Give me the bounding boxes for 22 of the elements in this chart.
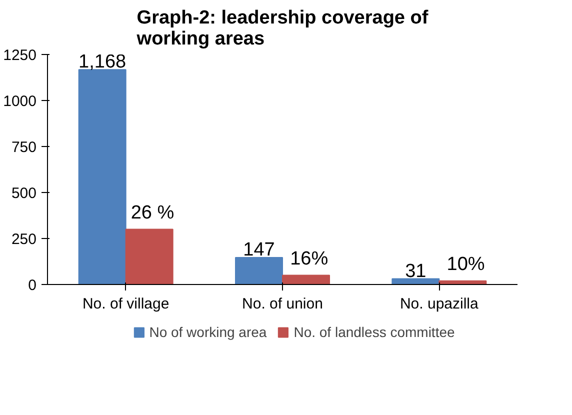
bar (235, 256, 283, 284)
annotation: 26 % (130, 202, 174, 224)
bar (125, 228, 174, 284)
y-tick-label: 1250 (3, 47, 37, 64)
y-tick-label: 0 (28, 277, 36, 294)
x-tick-label: No. of union (242, 296, 323, 312)
annotation: 10% (446, 254, 485, 275)
y-tick-label: 1000 (3, 93, 37, 110)
data-label: 147 (243, 239, 275, 260)
legend-label: No. of landless committee (294, 324, 455, 340)
data-label: 31 (405, 260, 426, 282)
y-tick-label: 500 (11, 185, 37, 202)
y-tick-label: 750 (11, 139, 37, 156)
x-tick-label: No. of village (82, 296, 170, 312)
data-label: 1,168 (78, 52, 126, 73)
x-tick-label: No. upazilla (400, 296, 480, 312)
bar (78, 69, 126, 284)
chart-title: Graph-2: leadership coverage of working areas (136, 8, 429, 50)
legend-label: No of working area (149, 324, 267, 340)
y-tick-label: 250 (11, 231, 37, 248)
annotation: 16% (290, 248, 328, 270)
bar (282, 274, 330, 284)
